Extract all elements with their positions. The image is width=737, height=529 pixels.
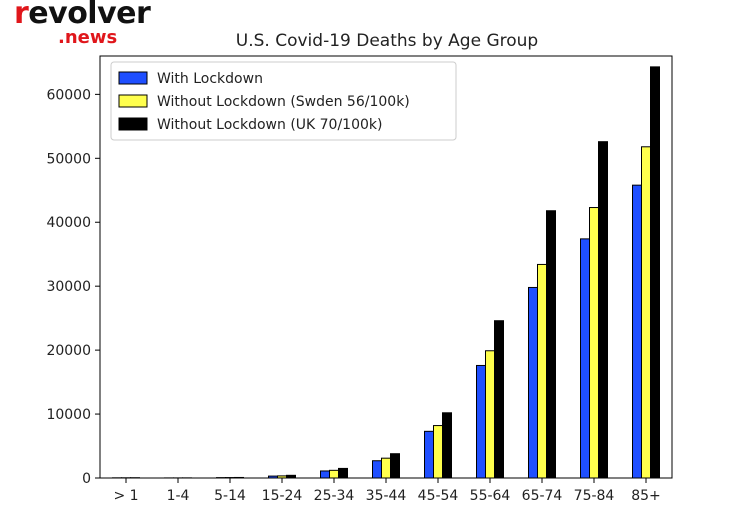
x-tick-label: 45-54 xyxy=(418,488,459,504)
legend-swatch xyxy=(118,117,148,131)
bar xyxy=(338,467,348,479)
x-tick-label: 55-64 xyxy=(470,488,511,504)
y-tick-label: 0 xyxy=(82,471,91,487)
bar xyxy=(234,476,244,479)
bar xyxy=(589,207,599,479)
legend-label: With Lockdown xyxy=(157,71,263,87)
revolver-news-logo: revolver .news xyxy=(6,0,156,52)
logo-wordmark-r: r xyxy=(14,0,29,31)
logo-subtext: .news xyxy=(58,27,118,48)
bar xyxy=(650,66,660,479)
bar xyxy=(546,210,556,479)
legend-swatch xyxy=(118,71,148,85)
legend-label: Without Lockdown (Swden 56/100k) xyxy=(157,94,410,110)
bar xyxy=(442,412,452,479)
bar xyxy=(641,146,651,479)
bar xyxy=(268,475,278,479)
x-tick-label: 65-74 xyxy=(522,488,563,504)
y-tick-label: 20000 xyxy=(46,343,91,359)
logo-wordmark: revolver xyxy=(14,0,151,31)
bar xyxy=(424,430,434,479)
bar xyxy=(580,238,590,479)
x-tick-label: 25-34 xyxy=(314,488,355,504)
x-tick-label: 85+ xyxy=(631,488,661,504)
bar xyxy=(372,460,382,479)
y-tick-label: 30000 xyxy=(46,279,91,295)
y-tick-label: 60000 xyxy=(46,87,91,103)
legend-box xyxy=(110,61,457,141)
x-tick-label: 15-24 xyxy=(262,488,303,504)
x-tick-label: 5-14 xyxy=(214,488,246,504)
logo-wordmark-rest: evolver xyxy=(28,0,151,31)
x-tick-label: 35-44 xyxy=(366,488,407,504)
chart-title: U.S. Covid-19 Deaths by Age Group xyxy=(236,31,538,51)
x-tick-label: > 1 xyxy=(113,488,138,504)
bar xyxy=(476,364,486,479)
bar xyxy=(329,469,339,479)
y-tick-label: 40000 xyxy=(46,215,91,231)
bar xyxy=(433,425,443,479)
bar xyxy=(632,184,642,479)
legend-label: Without Lockdown (UK 70/100k) xyxy=(157,117,382,133)
bar xyxy=(277,475,287,479)
y-tick-label: 50000 xyxy=(46,151,91,167)
x-tick-label: 1-4 xyxy=(167,488,190,504)
legend-swatch xyxy=(118,94,148,108)
y-tick-label: 10000 xyxy=(46,407,91,423)
bar xyxy=(537,263,547,479)
bar xyxy=(286,474,296,479)
bar xyxy=(494,320,504,479)
bar xyxy=(598,141,608,479)
bar xyxy=(381,457,391,479)
plot-area: 0 10000 20000 30000 40000 50000 60000 > 1 1-4 5-1… xyxy=(46,55,673,504)
bar xyxy=(320,470,330,479)
bar xyxy=(485,350,495,479)
bar xyxy=(528,286,538,479)
x-tick-label: 75-84 xyxy=(574,488,615,504)
bar xyxy=(390,453,400,479)
